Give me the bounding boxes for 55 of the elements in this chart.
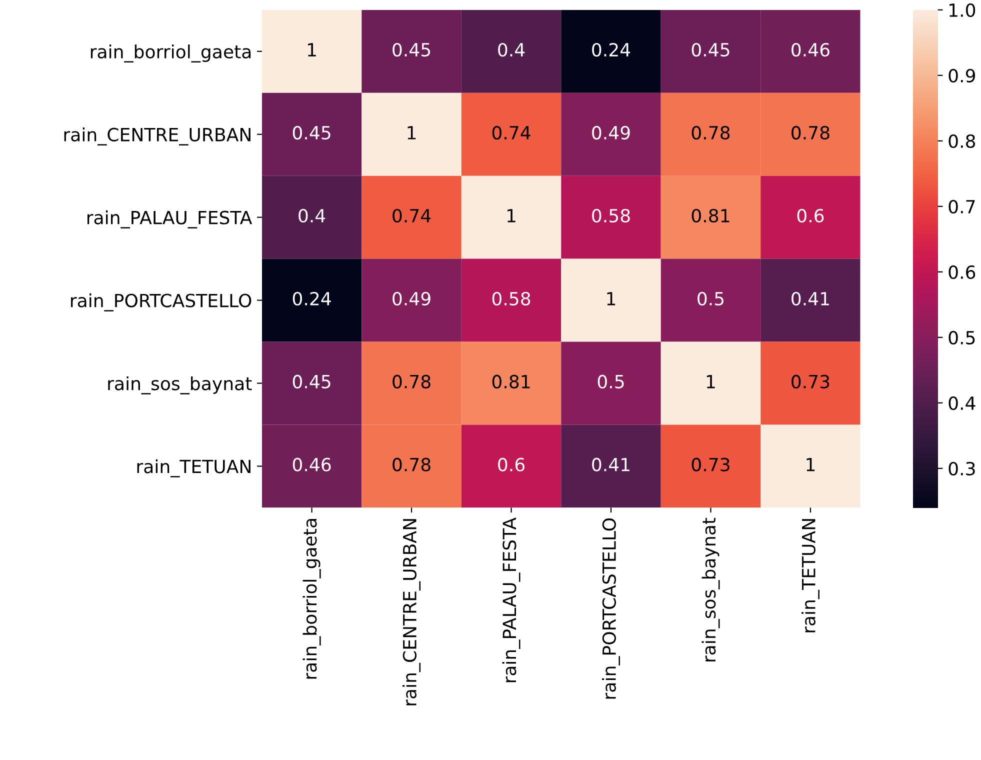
data-label: 0.78 — [392, 458, 430, 472]
data-label: 0.81 — [692, 208, 730, 223]
color-bar-label: 0.3 — [948, 462, 975, 476]
data-label: 0.4 — [298, 208, 326, 223]
data-label: 1 — [706, 375, 715, 388]
y-tick-label: rain_PALAU_FESTA — [87, 210, 252, 228]
data-label: 0.81 — [492, 374, 530, 388]
x-tick-label: rain_TETUAN — [801, 519, 820, 632]
color-bar-label: 0.7 — [948, 200, 975, 214]
data-label: 1 — [806, 458, 815, 472]
data-label: 0.6 — [797, 208, 824, 223]
x-tick-label: rain_PALAU_FESTA — [502, 518, 520, 682]
color-bar-label: 0.4 — [948, 396, 976, 410]
data-label: 0.45 — [292, 126, 330, 140]
data-label: 0.49 — [592, 126, 630, 140]
x-tick-label: rain_PORTCASTELLO — [602, 518, 620, 699]
data-label: 0.45 — [692, 42, 730, 57]
data-label: 0.46 — [292, 458, 331, 472]
data-label: 0.41 — [592, 458, 630, 472]
color-bar-label: 0.9 — [948, 68, 976, 82]
y-tick-label: rain_TETUAN — [137, 459, 250, 478]
data-label: 0.24 — [592, 42, 630, 57]
data-label: 0.46 — [792, 42, 830, 57]
data-label: 0.73 — [792, 374, 830, 388]
data-label: 0.4 — [498, 42, 525, 57]
color-bar-label: 0.6 — [948, 265, 976, 279]
data-label: 0.58 — [592, 208, 630, 223]
color-bar-label: 0.5 — [948, 330, 975, 344]
data-label: 1 — [607, 292, 616, 306]
data-label: 0.45 — [292, 374, 330, 388]
y-tick-label: rain_sos_baynat — [108, 376, 252, 394]
color-bar-label: 0.8 — [948, 134, 976, 148]
x-tick-label: rain_sos_baynat — [702, 518, 720, 662]
y-tick-label: rain_PORTCASTELLO — [71, 293, 252, 312]
data-label: 0.78 — [692, 126, 730, 140]
data-label: 0.74 — [392, 208, 431, 223]
data-label: 0.73 — [692, 458, 730, 472]
data-label: 0.78 — [392, 374, 430, 388]
y-tick-label: rain_borriol_gaeta — [90, 44, 251, 62]
data-label: 0.5 — [698, 292, 724, 306]
x-tick-label: rain_CENTRE_URBAN — [402, 519, 421, 706]
data-label: 0.24 — [292, 292, 331, 306]
data-label: 1 — [508, 209, 516, 222]
data-label: 0.45 — [392, 42, 430, 57]
data-label: 0.74 — [492, 126, 530, 140]
data-label: 1 — [408, 126, 416, 140]
data-label: 1 — [308, 43, 316, 56]
data-label: 0.41 — [792, 292, 829, 306]
data-label: 0.49 — [392, 292, 430, 306]
data-label: 0.6 — [498, 458, 524, 472]
data-label: 0.58 — [492, 292, 530, 306]
data-label: 0.78 — [792, 126, 830, 140]
y-tick-label: rain_CENTRE_URBAN — [64, 127, 250, 146]
color-bar-label: 1.0 — [950, 3, 976, 17]
data-label: 0.5 — [598, 374, 624, 388]
